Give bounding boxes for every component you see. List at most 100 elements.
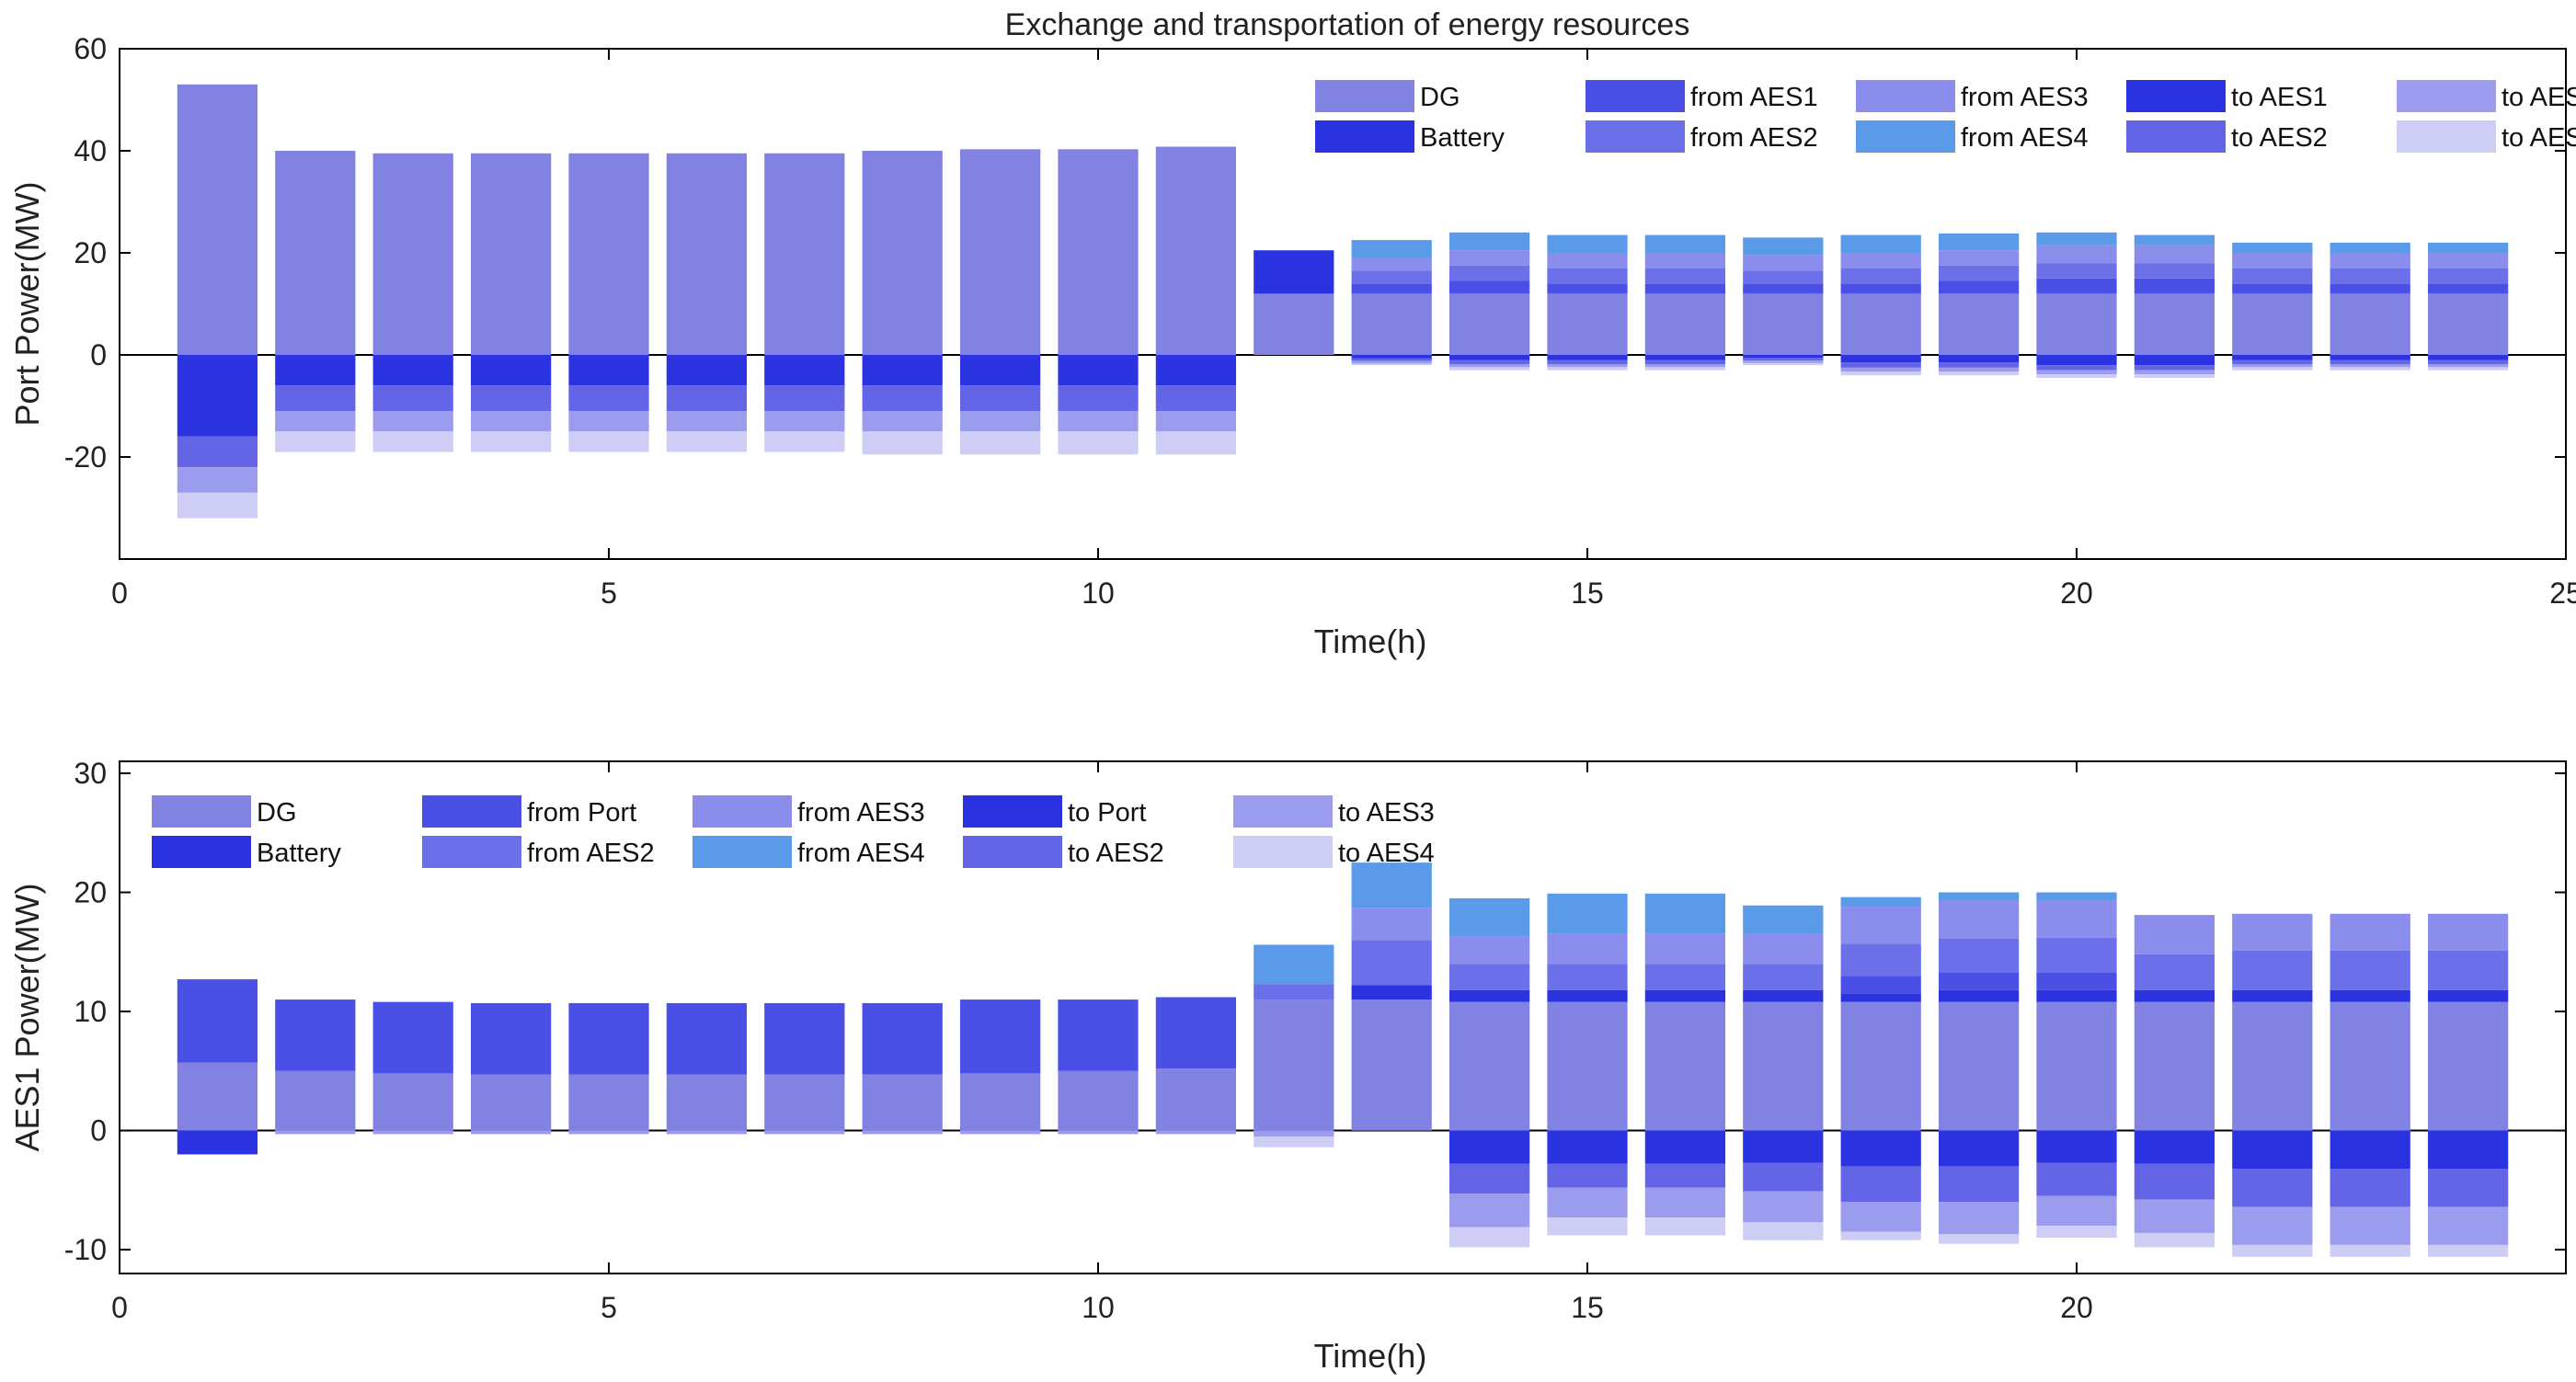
top-bar-dg-h16 (1644, 293, 1726, 355)
top-legend-swatch-to-aes3 (2397, 80, 2496, 112)
bottom-xtick-label: 15 (1571, 1291, 1604, 1324)
figure-title: Exchange and transportation of energy re… (1005, 7, 1690, 42)
top-bar-to-aes3-h16 (1644, 363, 1726, 368)
bottom-bar-from-aes4-h12 (1254, 944, 1334, 985)
top-bar-to-aes1-h22 (2232, 355, 2313, 360)
bottom-bar-from-aes3-h20 (2036, 900, 2117, 938)
bottom-bar-to-aes3-h14 (1448, 1194, 1530, 1228)
top-legend-swatch-battery (1315, 120, 1414, 153)
top-bar-from-aes1-h18 (1840, 283, 1921, 294)
bottom-bar-to-aes3-h21 (2134, 1199, 2215, 1233)
bottom-bar-to-port-h20 (2036, 1130, 2117, 1163)
bottom-bar-from-port-h19 (1938, 972, 2020, 990)
bottom-bar-from-aes4-h13 (1351, 862, 1432, 908)
top-bar-from-aes4-h18 (1840, 234, 1921, 253)
bottom-bar-to-aes3-h19 (1938, 1202, 2020, 1235)
top-bar-dg-h18 (1840, 293, 1921, 355)
bottom-legend-label-from-aes2: from AES2 (527, 839, 655, 868)
bottom-bar-from-aes3-h24 (2427, 913, 2509, 951)
bottom-bar-to-aes4-h20 (2036, 1226, 2117, 1239)
bottom-bar-to-aes4-h14 (1448, 1227, 1530, 1248)
bottom-legend-swatch-from-aes3 (693, 795, 792, 828)
bottom-ytick-label: 0 (90, 1114, 107, 1148)
top-bar-to-aes1-h4 (470, 355, 552, 386)
bottom-y-axis-label: AES1 Power(MW) (8, 883, 46, 1151)
bottom-bar-battery-h18 (1840, 993, 1921, 1002)
bottom-bar-from-aes3-h17 (1743, 933, 1824, 965)
bottom-bar-battery-h21 (2134, 989, 2215, 1002)
top-xtick-label: 10 (1082, 577, 1115, 610)
bottom-bar-dg-h17 (1743, 1001, 1824, 1131)
bottom-bar-dg-h14 (1448, 1001, 1530, 1131)
bottom-bar-dg-h20 (2036, 1001, 2117, 1131)
top-bar-to-aes3-h21 (2134, 370, 2215, 375)
bottom-bar-dg-h23 (2330, 1001, 2410, 1131)
top-legend-label-to-aes3: to AES3 (2502, 83, 2576, 112)
top-bar-to-aes1-h13 (1351, 355, 1432, 359)
bottom-bar-to-aes3-h3 (372, 1130, 453, 1135)
top-bar-from-aes4-h15 (1547, 234, 1628, 253)
bottom-bar-to-aes3-h4 (470, 1130, 552, 1135)
top-bar-from-aes2-h20 (2036, 263, 2117, 279)
top-bar-to-aes4-h15 (1547, 367, 1628, 371)
bottom-bar-to-aes2-h14 (1448, 1163, 1530, 1194)
bottom-bar-from-aes2-h13 (1351, 940, 1432, 986)
top-bar-to-aes2-h7 (764, 385, 845, 412)
top-ytick-label: 0 (90, 338, 107, 371)
bottom-bar-from-port-h8 (862, 1002, 943, 1075)
bottom-bar-from-aes4-h16 (1644, 893, 1726, 934)
bottom-bar-from-port-h18 (1840, 976, 1921, 994)
top-bar-from-aes3-h19 (1938, 250, 2020, 266)
top-bar-to-aes4-h9 (959, 431, 1041, 455)
top-bar-to-aes3-h4 (470, 411, 552, 432)
top-bar-from-aes3-h23 (2330, 253, 2410, 268)
bottom-bar-dg-h22 (2232, 1001, 2313, 1131)
top-bar-from-aes4-h13 (1351, 240, 1432, 258)
top-bar-from-aes1-h15 (1547, 283, 1628, 294)
bottom-bar-dg-h1 (177, 1062, 258, 1131)
bottom-bar-from-aes2-h17 (1743, 964, 1824, 990)
top-bar-from-aes2-h14 (1448, 265, 1530, 281)
top-bar-to-aes4-h18 (1840, 371, 1921, 376)
bottom-bar-from-aes3-h21 (2134, 915, 2215, 954)
top-bar-to-aes4-h17 (1743, 362, 1824, 366)
bottom-bar-dg-h21 (2134, 1001, 2215, 1131)
top-bar-to-aes3-h24 (2427, 363, 2509, 368)
top-bar-to-aes2-h2 (275, 385, 356, 412)
bottom-bar-from-aes2-h12 (1254, 984, 1334, 1000)
bottom-bar-to-aes3-h24 (2427, 1206, 2509, 1245)
top-bar-dg-h6 (666, 153, 748, 355)
bottom-ytick-label: 20 (74, 875, 107, 908)
bottom-bar-dg-h16 (1644, 1001, 1726, 1131)
bottom-bar-battery-h16 (1644, 989, 1726, 1002)
top-bar-to-aes2-h10 (1058, 385, 1139, 412)
top-legend-swatch-from-aes1 (1586, 80, 1685, 112)
bottom-bar-to-aes3-h6 (666, 1130, 748, 1135)
bottom-bar-to-aes2-h16 (1644, 1163, 1726, 1188)
top-bar-dg-h9 (959, 149, 1041, 355)
bottom-xtick-label: 20 (2060, 1291, 2093, 1324)
bottom-bar-from-aes2-h20 (2036, 937, 2117, 973)
bottom-bar-from-port-h1 (177, 979, 258, 1063)
top-xtick-label: 20 (2060, 577, 2093, 610)
bottom-legend-swatch-from-port (422, 795, 521, 828)
top-legend-swatch-from-aes2 (1586, 120, 1685, 153)
top-bar-from-aes3-h15 (1547, 253, 1628, 268)
bottom-bar-battery-h17 (1743, 989, 1824, 1002)
bottom-bar-dg-h11 (1155, 1068, 1237, 1131)
top-ytick-label: 60 (74, 32, 107, 65)
top-bar-dg-h4 (470, 153, 552, 355)
top-legend-label-to-aes1: to AES1 (2231, 83, 2328, 112)
bottom-legend-label-dg: DG (257, 798, 297, 828)
bottom-legend-swatch-to-aes4 (1233, 836, 1333, 868)
bottom-x-axis-label: Time(h) (1314, 1337, 1427, 1375)
bottom-bar-from-aes2-h16 (1644, 964, 1726, 990)
top-bar-to-aes1-h18 (1840, 355, 1921, 363)
top-bar-from-aes3-h13 (1351, 257, 1432, 271)
bottom-bar-to-port-h17 (1743, 1130, 1824, 1163)
top-bar-from-aes1-h24 (2427, 283, 2509, 294)
top-legend-swatch-dg (1315, 80, 1414, 112)
top-bar-to-aes4-h4 (470, 431, 552, 452)
top-bar-to-aes1-h11 (1155, 355, 1237, 386)
bottom-bar-from-aes4-h15 (1547, 893, 1628, 934)
